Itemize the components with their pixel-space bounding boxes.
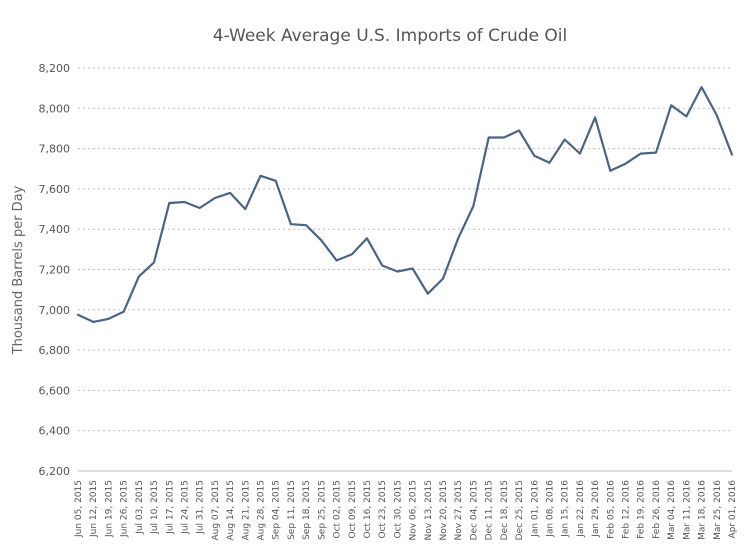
x-tick-label: Nov 20, 2015 [439,480,449,541]
x-tick-label: Feb 12, 2016 [622,480,632,539]
x-tick-label: Apr 01, 2016 [728,480,738,539]
x-tick-label: Jul 31, 2015 [196,480,206,535]
x-tick-label: Jun 26, 2015 [120,480,130,538]
x-tick-label: Feb 19, 2016 [637,480,647,539]
x-tick-label: Nov 13, 2015 [424,480,434,541]
y-tick-label: 7,200 [39,264,71,277]
x-tick-label: Sep 18, 2015 [302,480,312,540]
x-tick-label: Aug 07, 2015 [211,480,221,541]
x-tick-label: Oct 09, 2015 [348,480,358,539]
y-tick-label: 8,200 [39,62,71,75]
x-tick-label: Jul 03, 2015 [135,480,145,535]
x-tick-label: Oct 30, 2015 [393,480,403,539]
x-tick-label: Jun 12, 2015 [89,480,99,538]
gridlines [78,67,732,472]
x-tick-label: Nov 06, 2015 [409,480,419,541]
x-tick-label: Jan 22, 2016 [576,480,586,538]
y-tick-label: 7,800 [39,143,71,156]
x-tick-label: Sep 04, 2015 [272,480,282,540]
x-tick-label: Mar 11, 2016 [682,480,692,540]
x-tick-label: Oct 23, 2015 [378,480,388,539]
x-tick-label: Dec 04, 2015 [469,480,479,540]
y-tick-label: 7,600 [39,183,71,196]
x-tick-label: Jan 29, 2016 [591,480,601,538]
x-tick-label: Aug 21, 2015 [241,480,251,541]
x-tick-label: Mar 18, 2016 [698,480,708,540]
x-tick-label: Feb 26, 2016 [652,480,662,539]
x-tick-label: Nov 27, 2015 [454,480,464,541]
x-tick-label: Dec 18, 2015 [500,480,510,540]
x-tick-label: Sep 11, 2015 [287,480,297,540]
x-tick-label: Dec 11, 2015 [485,480,495,540]
x-tick-label: Mar 25, 2016 [713,480,723,540]
x-axis-ticks: Jun 05, 2015 Jun 12, 2015 Jun 19, 2015 Jun … [74,480,738,541]
x-tick-label: Jan 08, 2016 [545,480,555,538]
y-tick-label: 7,400 [39,223,71,236]
y-tick-label: 7,000 [39,304,71,317]
chart-title: 4-Week Average U.S. Imports of Crude Oil [213,26,568,46]
y-tick-label: 6,800 [39,344,71,357]
y-tick-label: 6,600 [39,384,71,397]
x-tick-label: Jun 19, 2015 [104,480,114,538]
x-tick-label: Jul 24, 2015 [180,480,190,535]
x-tick-label: Jul 10, 2015 [150,480,160,535]
x-tick-label: Mar 04, 2016 [667,480,677,540]
series-layer [76,85,734,323]
y-tick-label: 6,400 [39,425,71,438]
y-tick-label: 6,200 [39,465,71,478]
x-tick-label: Jul 17, 2015 [165,480,175,535]
x-tick-label: Jan 15, 2016 [561,480,571,538]
y-tick-label: 8,000 [39,102,71,115]
x-tick-label: Aug 28, 2015 [257,480,267,541]
x-tick-label: Dec 25, 2015 [515,480,525,540]
x-tick-label: Feb 05, 2016 [606,480,616,539]
x-tick-label: Aug 14, 2015 [226,480,236,541]
x-tick-label: Oct 02, 2015 [333,480,343,539]
x-tick-label: Sep 25, 2015 [317,480,327,540]
y-axis-label: Thousand Barrels per Day [11,185,26,355]
x-tick-label: Jan 01, 2016 [530,480,540,538]
y-axis-ticks: 6,200 6,400 6,600 6,800 7,000 7,200 7,400 7,600… [39,62,71,478]
series-line [76,85,734,323]
x-tick-label: Jun 05, 2015 [74,480,84,538]
x-tick-label: Oct 16, 2015 [363,480,373,539]
